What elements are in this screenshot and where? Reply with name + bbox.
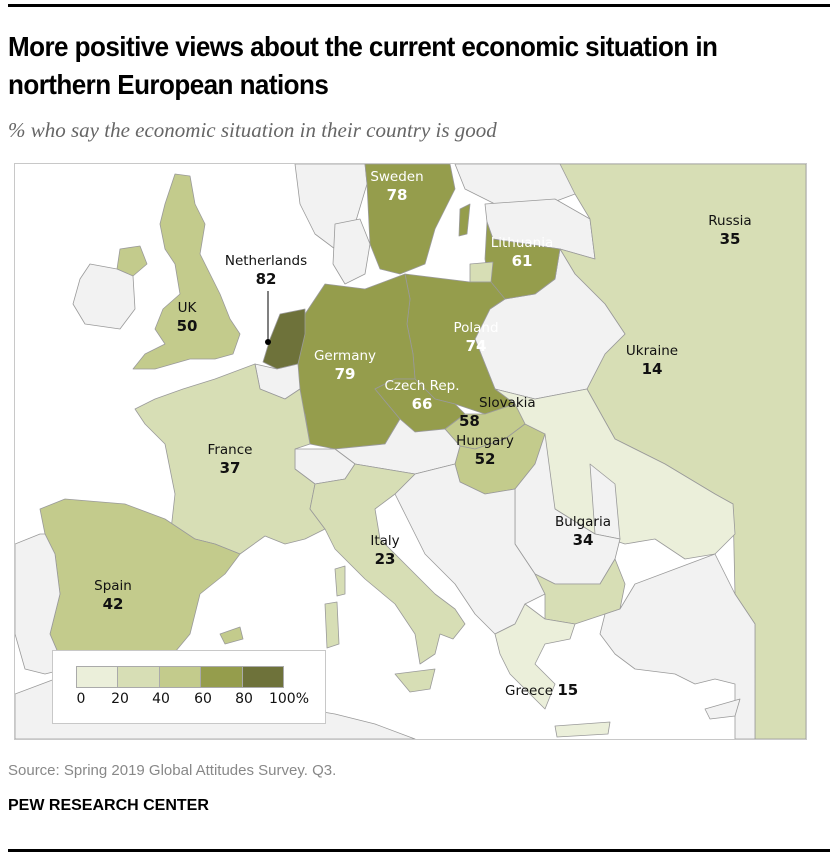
region-northern-ireland[interactable]: [116, 245, 148, 277]
legend-swatch-40-60: [159, 667, 202, 687]
map-svg: [15, 164, 806, 739]
country-denmark: [332, 218, 371, 285]
label-germany: Germany 79: [305, 347, 385, 383]
label-name: Slovakia: [479, 395, 536, 411]
legend-tick: 60: [194, 691, 212, 707]
label-name: Spain: [94, 578, 132, 594]
label-name: Italy: [370, 533, 400, 549]
label-value: 52: [474, 450, 496, 468]
island-sardinia: [324, 601, 340, 649]
island-sicily: [394, 668, 436, 693]
legend-tick: 40: [152, 691, 170, 707]
label-name: UK: [177, 300, 197, 316]
org-name: PEW RESEARCH CENTER: [8, 797, 209, 814]
label-value: 74: [465, 337, 487, 355]
label-value: 50: [176, 317, 198, 335]
label-name: Greece: [505, 683, 554, 699]
label-netherlands: Netherlands 82: [221, 252, 311, 288]
label-name: Germany: [313, 348, 377, 364]
label-value: 35: [719, 230, 741, 248]
label-poland: Poland 74: [441, 319, 511, 355]
chart-subtitle: % who say the economic situation in thei…: [8, 118, 497, 142]
label-value: 58: [459, 412, 480, 430]
label-value: 34: [572, 531, 594, 549]
legend-tick: 80: [235, 691, 253, 707]
label-greece: Greece 15: [505, 681, 578, 699]
label-russia: Russia 35: [695, 212, 765, 248]
netherlands-leader-dot: [265, 339, 271, 345]
label-name: Lithuania: [490, 235, 554, 251]
label-value: 37: [219, 459, 241, 477]
label-slovakia: Slovakia 58: [455, 394, 536, 430]
label-value: 79: [334, 365, 356, 383]
legend-swatch-0-20: [77, 667, 119, 687]
label-name: Ukraine: [625, 343, 679, 359]
label-ukraine: Ukraine 14: [617, 342, 687, 378]
chart-title: More positive views about the current ec…: [8, 31, 718, 100]
top-rule: [8, 4, 830, 7]
country-france[interactable]: [134, 363, 326, 555]
label-spain: Spain 42: [83, 577, 143, 613]
label-value: 42: [102, 595, 124, 613]
map: Sweden 78 Lithuania 61 Russia 35 Netherl…: [14, 163, 807, 740]
legend-swatch-60-80: [201, 667, 243, 687]
country-italy[interactable]: [309, 463, 466, 665]
label-name: Russia: [708, 213, 752, 229]
label-name: Czech Rep.: [384, 378, 460, 394]
island-corsica: [334, 565, 346, 597]
label-bulgaria: Bulgaria 34: [543, 513, 623, 549]
label-uk: UK 50: [172, 299, 202, 335]
country-portugal: [15, 533, 66, 675]
legend-swatch-80-100: [242, 667, 284, 687]
label-value: 14: [641, 360, 663, 378]
island-gotland: [458, 203, 471, 237]
island-cyprus: [704, 698, 741, 720]
label-hungary: Hungary 52: [445, 432, 525, 468]
legend-tick: 0: [76, 691, 86, 707]
label-value: 66: [411, 395, 433, 413]
label-name: Bulgaria: [555, 514, 611, 530]
label-lithuania: Lithuania 61: [482, 234, 562, 270]
label-value: 78: [386, 186, 408, 204]
country-greece[interactable]: [494, 603, 576, 710]
source-note: Source: Spring 2019 Global Attitudes Sur…: [8, 762, 337, 779]
country-netherlands[interactable]: [262, 308, 306, 370]
legend-color-bar: [76, 666, 284, 688]
label-italy: Italy 23: [360, 532, 410, 568]
label-name: Hungary: [456, 433, 514, 449]
country-sweden[interactable]: [364, 164, 456, 275]
label-name: Netherlands: [224, 253, 308, 269]
country-uk[interactable]: [132, 173, 241, 370]
label-value: 61: [511, 252, 533, 270]
map-legend: 0 20 40 60 80 100%: [52, 650, 326, 724]
bottom-rule: [8, 849, 830, 852]
island-balearics: [219, 626, 244, 645]
label-value: 23: [374, 550, 396, 568]
label-france: France 37: [195, 441, 265, 477]
legend-tick: 100%: [268, 691, 310, 707]
label-value: 82: [255, 270, 277, 288]
label-name: Poland: [453, 320, 499, 336]
island-crete: [554, 721, 611, 738]
label-name: France: [207, 442, 253, 458]
country-ireland: [72, 263, 136, 330]
legend-swatch-20-40: [118, 667, 160, 687]
label-czech: Czech Rep. 66: [377, 377, 467, 413]
label-value: 15: [557, 681, 579, 699]
label-name: Sweden: [370, 169, 424, 185]
legend-tick: 20: [111, 691, 129, 707]
label-sweden: Sweden 78: [362, 168, 432, 204]
